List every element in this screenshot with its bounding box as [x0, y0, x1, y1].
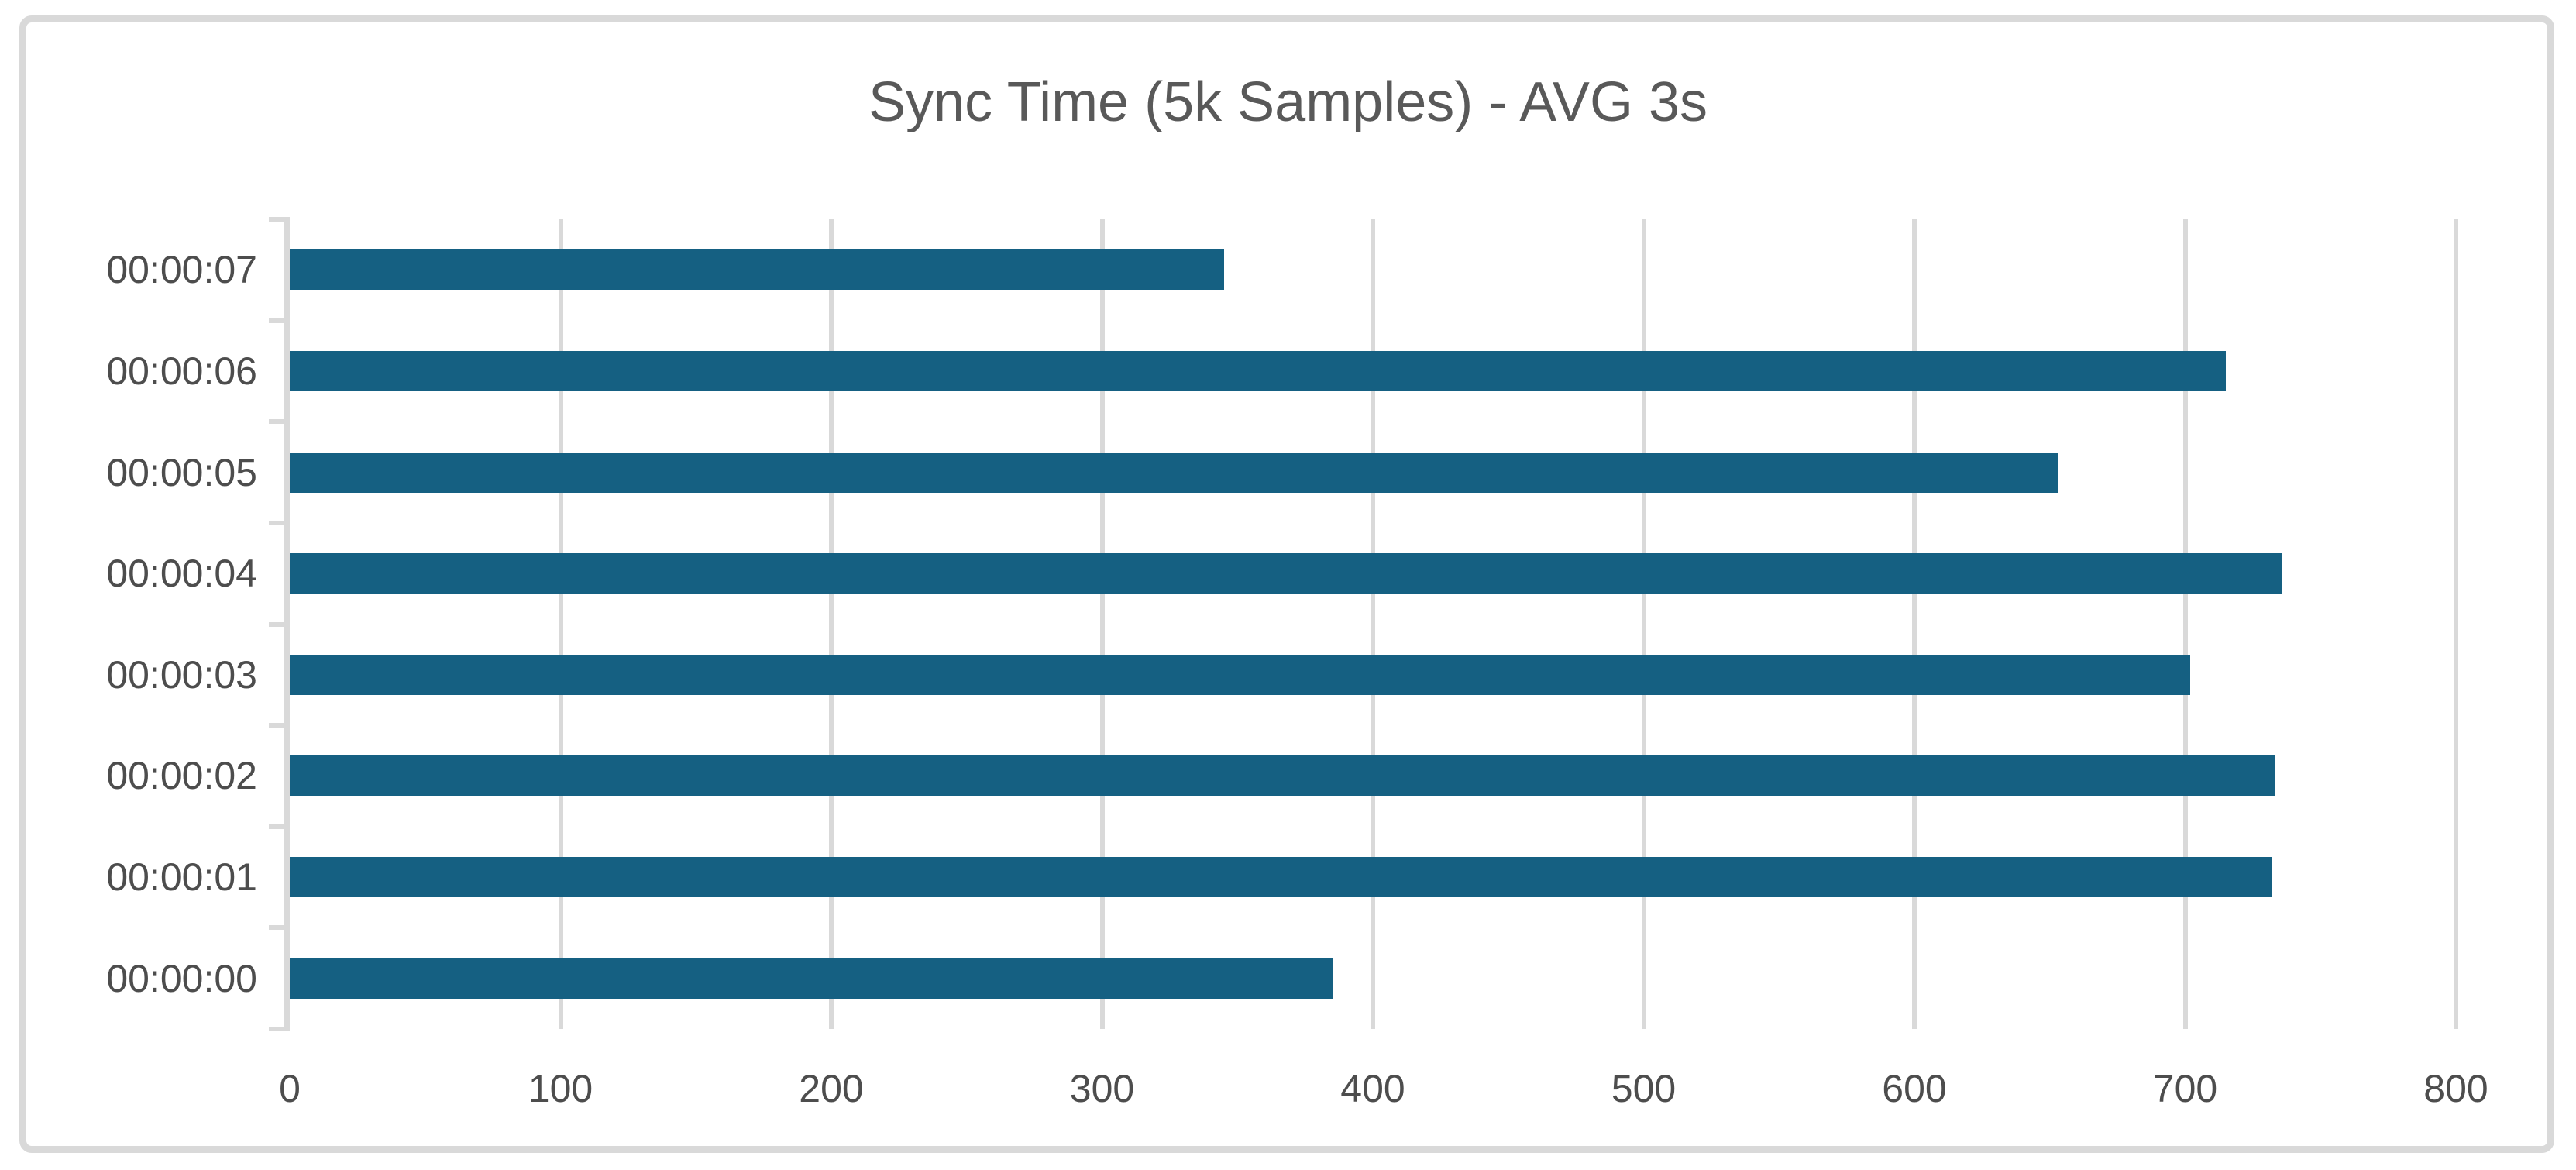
bar-00:00:07 — [290, 249, 1224, 291]
gridline-x-800 — [2454, 219, 2458, 1029]
y-tick-label-00:00:05: 00:00:05 — [106, 450, 257, 494]
y-axis-tick — [269, 520, 284, 525]
gridline-x-600 — [1912, 219, 1917, 1029]
bar-00:00:02 — [290, 755, 2275, 797]
bar-00:00:03 — [290, 654, 2191, 695]
y-tick-label-00:00:01: 00:00:01 — [106, 855, 257, 900]
gridline-x-700 — [2182, 219, 2188, 1029]
y-axis-tick — [269, 1027, 284, 1031]
y-axis-tick — [269, 621, 284, 627]
gridline-x-100 — [558, 219, 563, 1029]
x-tick-label-100: 100 — [528, 1067, 593, 1110]
x-tick-label-500: 500 — [1611, 1067, 1677, 1110]
y-tick-label-00:00:06: 00:00:06 — [106, 349, 257, 393]
bar-00:00:05 — [290, 452, 2058, 493]
y-axis-tick — [269, 318, 284, 323]
x-tick-label-300: 300 — [1069, 1067, 1135, 1110]
y-tick-label-00:00:03: 00:00:03 — [106, 652, 257, 697]
x-tick-label-700: 700 — [2152, 1067, 2218, 1110]
gridline-x-300 — [1099, 219, 1105, 1029]
gridline-x-200 — [829, 219, 834, 1029]
x-tick-label-400: 400 — [1340, 1067, 1405, 1110]
bar-00:00:00 — [290, 958, 1333, 999]
y-axis-tick — [269, 925, 284, 931]
y-axis-tick — [269, 217, 284, 222]
y-axis-tick — [269, 824, 284, 829]
bar-00:00:04 — [290, 553, 2283, 594]
y-axis-line — [284, 217, 290, 1031]
y-tick-label-00:00:04: 00:00:04 — [106, 552, 257, 596]
y-axis-tick — [269, 723, 284, 728]
x-tick-label-600: 600 — [1882, 1067, 1947, 1110]
gridline-x-500 — [1641, 219, 1646, 1029]
y-axis-tick — [269, 419, 284, 425]
chart-title: Sync Time (5k Samples) - AVG 3s — [868, 71, 1708, 133]
y-tick-label-00:00:07: 00:00:07 — [106, 248, 257, 292]
gridline-x-400 — [1371, 219, 1375, 1029]
x-tick-label-0: 0 — [279, 1067, 301, 1110]
bar-00:00:01 — [290, 857, 2272, 898]
x-tick-label-800: 800 — [2423, 1067, 2488, 1110]
x-tick-label-200: 200 — [799, 1067, 864, 1110]
bar-00:00:06 — [290, 350, 2226, 391]
y-tick-label-00:00:00: 00:00:00 — [106, 956, 257, 1000]
y-tick-label-00:00:02: 00:00:02 — [106, 754, 257, 798]
